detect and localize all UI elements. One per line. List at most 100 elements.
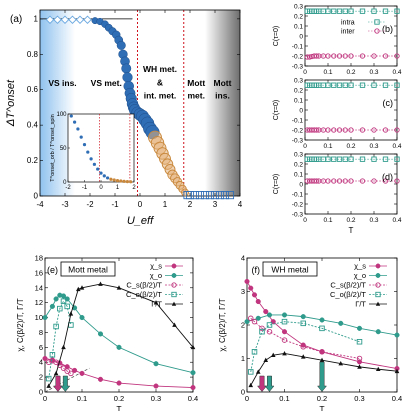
y-tick-label: 0.3 — [294, 4, 303, 11]
panel-d: 0 0.1 0.2 0.3 0.4 -0.3 -0.2 -0.1 0 0.1 0.2 0.3 (d) C(… — [273, 152, 402, 236]
inset-x-tick-label: 2 — [132, 185, 136, 191]
inset-point — [102, 174, 106, 178]
inset-x-tick-label: -2 — [65, 185, 71, 191]
data-point — [356, 325, 363, 331]
y-tick-label: 0.1 — [294, 98, 303, 105]
panel-e: 0 0.1 0.2 0.3 0.4 0 2 4 6 8 10 12 14 16 18 Mott metal (e… — [16, 254, 198, 411]
panel-label: (b) — [382, 24, 393, 34]
data-point — [68, 15, 77, 24]
inset-point — [76, 127, 80, 131]
data-point — [359, 127, 366, 133]
y-tick-label: 0.2 — [294, 162, 303, 169]
inset-point — [89, 157, 93, 161]
data-point — [331, 127, 337, 133]
data-point — [331, 8, 337, 14]
title-box — [60, 261, 116, 277]
data-point — [342, 178, 348, 184]
data-point — [394, 53, 400, 59]
inset-y-tick-label: 100 — [56, 112, 67, 118]
data-point — [382, 156, 389, 162]
data-point — [251, 292, 258, 298]
x-tick-label: 0.2 — [346, 69, 355, 76]
data-point — [251, 318, 258, 325]
data-point — [266, 312, 273, 318]
title-box-label: Mott metal — [68, 265, 108, 275]
legend-marker — [171, 263, 177, 269]
legend-marker — [171, 301, 177, 306]
data-point — [359, 53, 366, 59]
y-tick-label: 0.1 — [294, 24, 303, 31]
data-point — [394, 178, 400, 184]
data-point — [348, 8, 354, 14]
data-point — [359, 82, 366, 88]
data-point — [394, 127, 400, 133]
title-box — [262, 261, 318, 277]
x-tick-label: 4 — [238, 200, 243, 209]
panel-c: 0 0.1 0.2 0.3 0.4 -0.3 -0.2 -0.1 0 0.1 0.2 0.3 (c) C(… — [273, 78, 402, 151]
y-tick-label: 12 — [35, 298, 43, 307]
data-point — [281, 312, 288, 318]
data-point — [336, 53, 343, 59]
inset-y-tick-label: 50 — [60, 146, 67, 152]
data-point — [382, 8, 389, 14]
y-tick-label: -0.3 — [292, 138, 304, 145]
marker-arrow — [60, 375, 71, 392]
y-tick-label: -0.2 — [292, 202, 304, 209]
data-point — [348, 156, 354, 162]
y-tick-label: 0.6 — [27, 85, 39, 94]
data-point — [60, 15, 70, 24]
data-point — [266, 322, 273, 328]
data-point — [319, 317, 325, 323]
y-tick-label: 0.3 — [294, 152, 303, 159]
y-axis-label: C(τ=0) — [273, 26, 280, 46]
data-point — [342, 8, 348, 14]
axes-frame — [304, 153, 398, 215]
inset-point — [82, 143, 87, 147]
inset-x-tick-label: 0 — [99, 185, 103, 191]
y-tick-label: -0.2 — [292, 54, 304, 61]
data-point — [57, 362, 63, 368]
data-point — [359, 156, 366, 162]
y-tick-label: 0 — [299, 182, 303, 189]
x-tick-label: 0.3 — [151, 394, 161, 403]
data-point — [325, 156, 331, 162]
legend-label: C_s(β/2)/T — [126, 281, 162, 290]
series-line — [48, 300, 72, 379]
inset-point — [112, 178, 116, 182]
data-point — [42, 315, 48, 321]
x-tick-label: -1 — [111, 200, 119, 209]
region-label: & — [157, 77, 163, 87]
data-point — [42, 355, 48, 362]
y-tick-label: 0 — [241, 388, 245, 397]
data-point — [371, 53, 377, 59]
data-point — [331, 53, 337, 59]
inset-point — [86, 150, 90, 154]
data-point — [72, 367, 78, 373]
y-tick-label: 0.3 — [294, 78, 303, 85]
panel-label: (c) — [383, 98, 394, 108]
y-tick-label: 0 — [299, 108, 303, 115]
marker-arrow — [264, 375, 275, 392]
panel-label: (e) — [47, 265, 58, 275]
data-point — [371, 156, 377, 162]
data-point — [45, 375, 52, 382]
data-point — [53, 359, 59, 365]
data-point — [60, 365, 67, 371]
data-point — [46, 383, 51, 388]
data-point — [300, 342, 306, 348]
data-point — [49, 303, 55, 309]
inset-point — [125, 180, 129, 184]
data-point — [122, 72, 133, 83]
data-point — [75, 15, 85, 24]
y-tick-label: 3 — [241, 287, 245, 296]
y-axis-label: χ, C(β/2)/T, Γ/T — [16, 298, 25, 351]
legend-label: intra — [341, 20, 355, 27]
data-point — [97, 331, 104, 337]
data-point — [371, 178, 377, 184]
x-tick-label: 0.2 — [346, 217, 355, 224]
y-axis-label: ΔT^onset — [5, 79, 17, 127]
marker-arrow — [52, 375, 63, 392]
series-line — [307, 55, 397, 58]
data-point — [57, 305, 63, 312]
legend-marker — [171, 282, 177, 288]
